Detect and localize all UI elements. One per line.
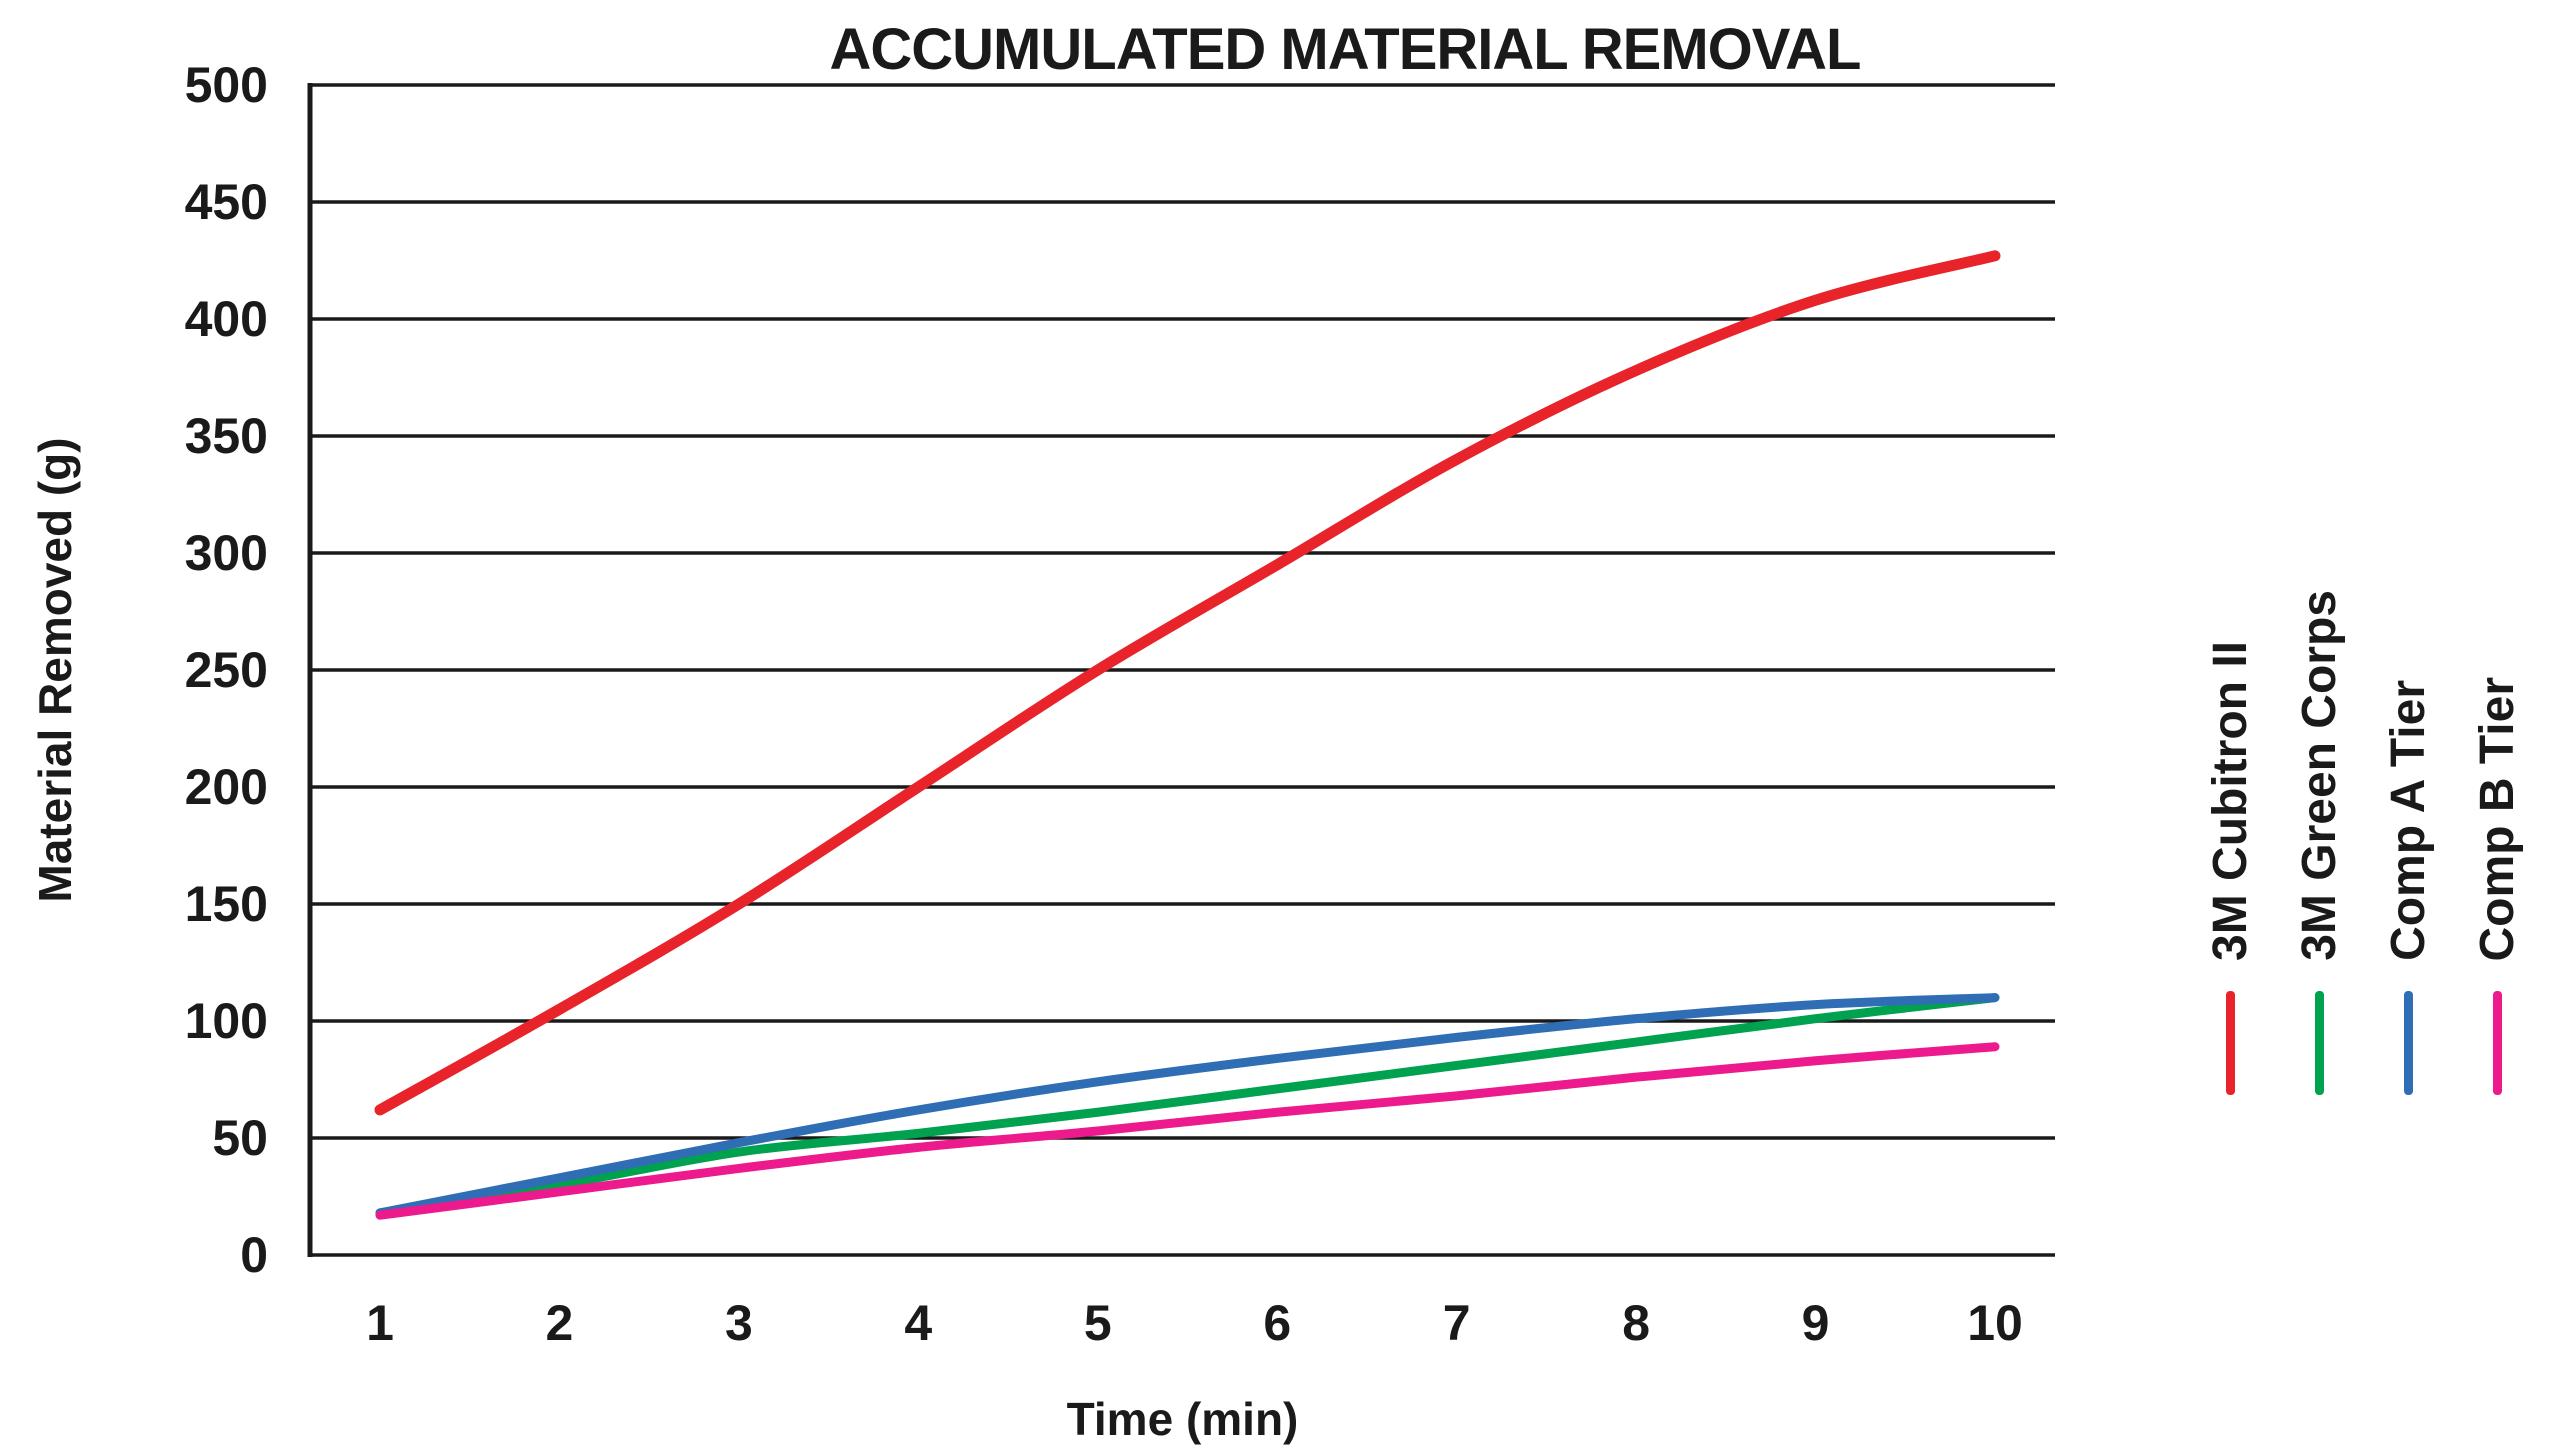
y-tick-label-350: 350: [185, 408, 268, 464]
y-tick-label-500: 500: [185, 57, 268, 113]
x-axis-title: Time (min): [1066, 1393, 1299, 1445]
y-tick-label-250: 250: [185, 642, 268, 698]
y-tick-label-50: 50: [212, 1110, 268, 1166]
legend-item-3m-green-corps: 3M Green Corps: [2292, 590, 2347, 1095]
x-tick-label-1: 1: [366, 1295, 394, 1351]
y-tick-label-100: 100: [185, 993, 268, 1049]
legend-item-comp-b-tier: Comp B Tier: [2470, 677, 2525, 1095]
series-line-comp-a-tier: [375, 993, 2000, 1218]
legend-swatch-comp-b-tier: [2493, 991, 2502, 1095]
legend-swatch-3m-cubitron-ii: [2226, 991, 2235, 1095]
x-tick-label-5: 5: [1084, 1295, 1112, 1351]
chart-title: ACCUMULATED MATERIAL REMOVAL: [829, 17, 1862, 82]
x-tick-label-7: 7: [1443, 1295, 1471, 1351]
legend-label-3m-cubitron-ii: 3M Cubitron II: [2204, 641, 2257, 961]
x-tick-label-8: 8: [1622, 1295, 1650, 1351]
legend-swatch-comp-a-tier: [2404, 991, 2413, 1095]
series-line-3m-cubitron-ii: [374, 250, 2001, 1116]
x-tick-label-6: 6: [1263, 1295, 1291, 1351]
x-tick-label-3: 3: [725, 1295, 753, 1351]
y-tick-label-150: 150: [185, 876, 268, 932]
y-tick-label-400: 400: [185, 291, 268, 347]
x-tick-label-4: 4: [904, 1295, 932, 1351]
series-line-comp-b-tier: [375, 1042, 2000, 1220]
legend: 3M Cubitron II 3M Green Corps Comp A Tier C…: [2203, 590, 2525, 1095]
series-line-3m-green-corps: [375, 993, 2000, 1218]
y-tick-label-200: 200: [185, 759, 268, 815]
y-tick-label-450: 450: [185, 174, 268, 230]
x-tick-label-10: 10: [1967, 1295, 2023, 1351]
y-tick-label-0: 0: [240, 1227, 268, 1283]
legend-item-comp-a-tier: Comp A Tier: [2381, 680, 2436, 1095]
legend-label-3m-green-corps: 3M Green Corps: [2293, 590, 2346, 961]
legend-swatch-3m-green-corps: [2315, 991, 2324, 1095]
legend-label-comp-b-tier: Comp B Tier: [2471, 676, 2524, 961]
x-tick-label-9: 9: [1802, 1295, 1830, 1351]
y-tick-label-300: 300: [185, 525, 268, 581]
x-tick-label-2: 2: [546, 1295, 574, 1351]
legend-item-3m-cubitron-ii: 3M Cubitron II: [2203, 641, 2258, 1095]
legend-label-comp-a-tier: Comp A Tier: [2382, 680, 2435, 961]
